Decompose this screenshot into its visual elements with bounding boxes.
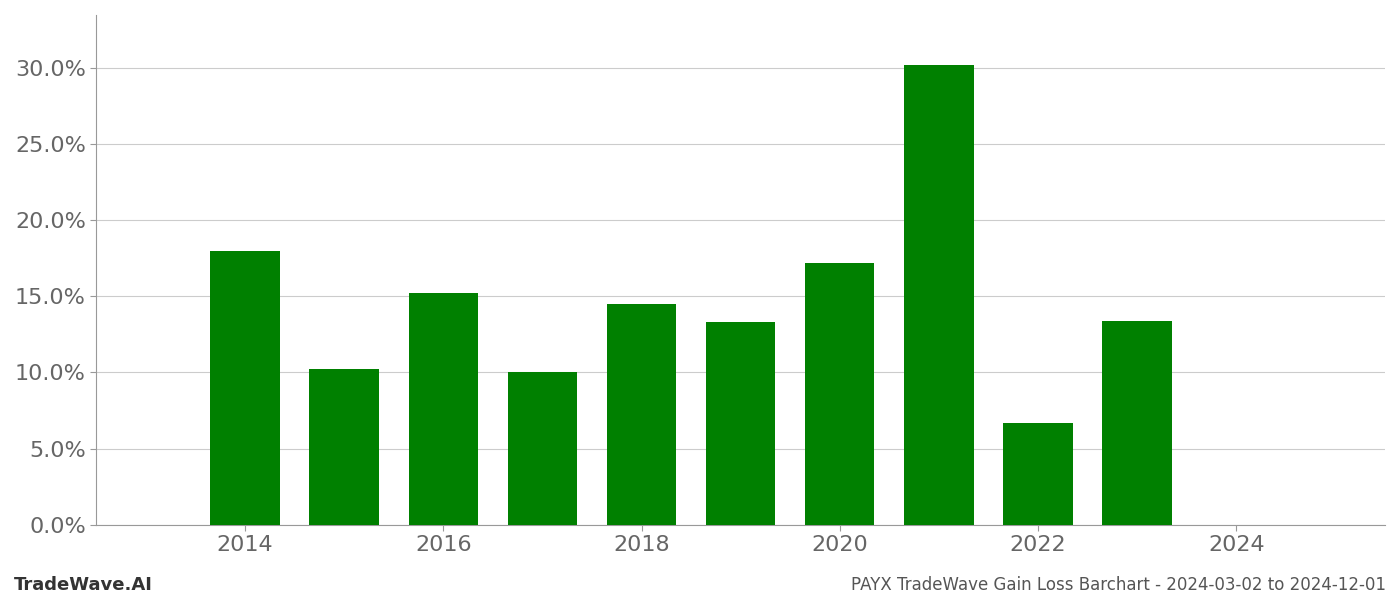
Bar bbox=[904, 65, 973, 524]
Bar bbox=[409, 293, 477, 524]
Bar bbox=[805, 263, 875, 524]
Bar bbox=[309, 370, 379, 524]
Text: TradeWave.AI: TradeWave.AI bbox=[14, 576, 153, 594]
Text: PAYX TradeWave Gain Loss Barchart - 2024-03-02 to 2024-12-01: PAYX TradeWave Gain Loss Barchart - 2024… bbox=[851, 576, 1386, 594]
Bar bbox=[210, 251, 280, 524]
Bar bbox=[706, 322, 776, 524]
Bar bbox=[1004, 422, 1072, 524]
Bar bbox=[508, 373, 577, 524]
Bar bbox=[1102, 321, 1172, 524]
Bar bbox=[606, 304, 676, 524]
